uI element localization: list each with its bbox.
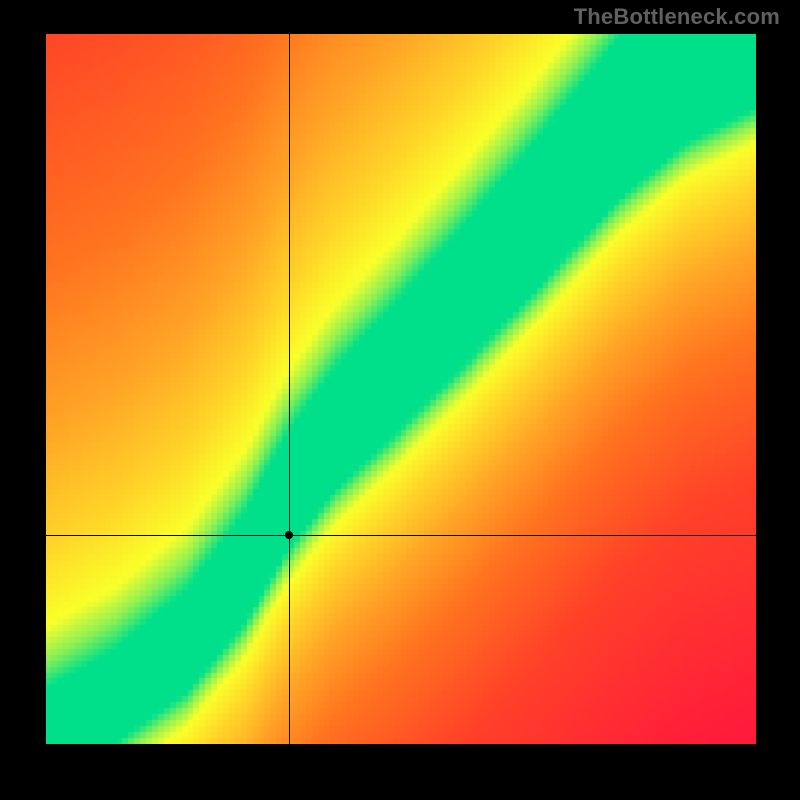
crosshair-vertical bbox=[289, 34, 290, 744]
frame: TheBottleneck.com bbox=[0, 0, 800, 800]
watermark-text: TheBottleneck.com bbox=[574, 4, 780, 30]
heatmap-canvas bbox=[46, 34, 756, 744]
heatmap-plot bbox=[46, 34, 756, 744]
crosshair-horizontal bbox=[46, 535, 756, 536]
crosshair-marker bbox=[285, 531, 293, 539]
